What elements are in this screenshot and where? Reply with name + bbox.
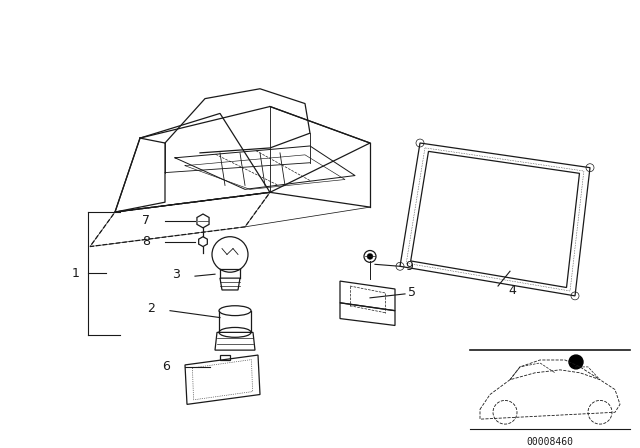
Text: 00008460: 00008460 xyxy=(527,437,573,447)
Text: 3: 3 xyxy=(172,268,180,281)
Circle shape xyxy=(569,355,583,369)
Circle shape xyxy=(367,254,373,259)
Text: 7: 7 xyxy=(142,215,150,228)
Text: 4: 4 xyxy=(508,284,516,297)
Text: 8: 8 xyxy=(142,235,150,248)
Text: 5: 5 xyxy=(408,286,416,299)
Text: 9: 9 xyxy=(405,260,413,273)
Text: 2: 2 xyxy=(147,302,155,315)
Text: 1: 1 xyxy=(72,267,80,280)
Text: 6: 6 xyxy=(162,360,170,373)
